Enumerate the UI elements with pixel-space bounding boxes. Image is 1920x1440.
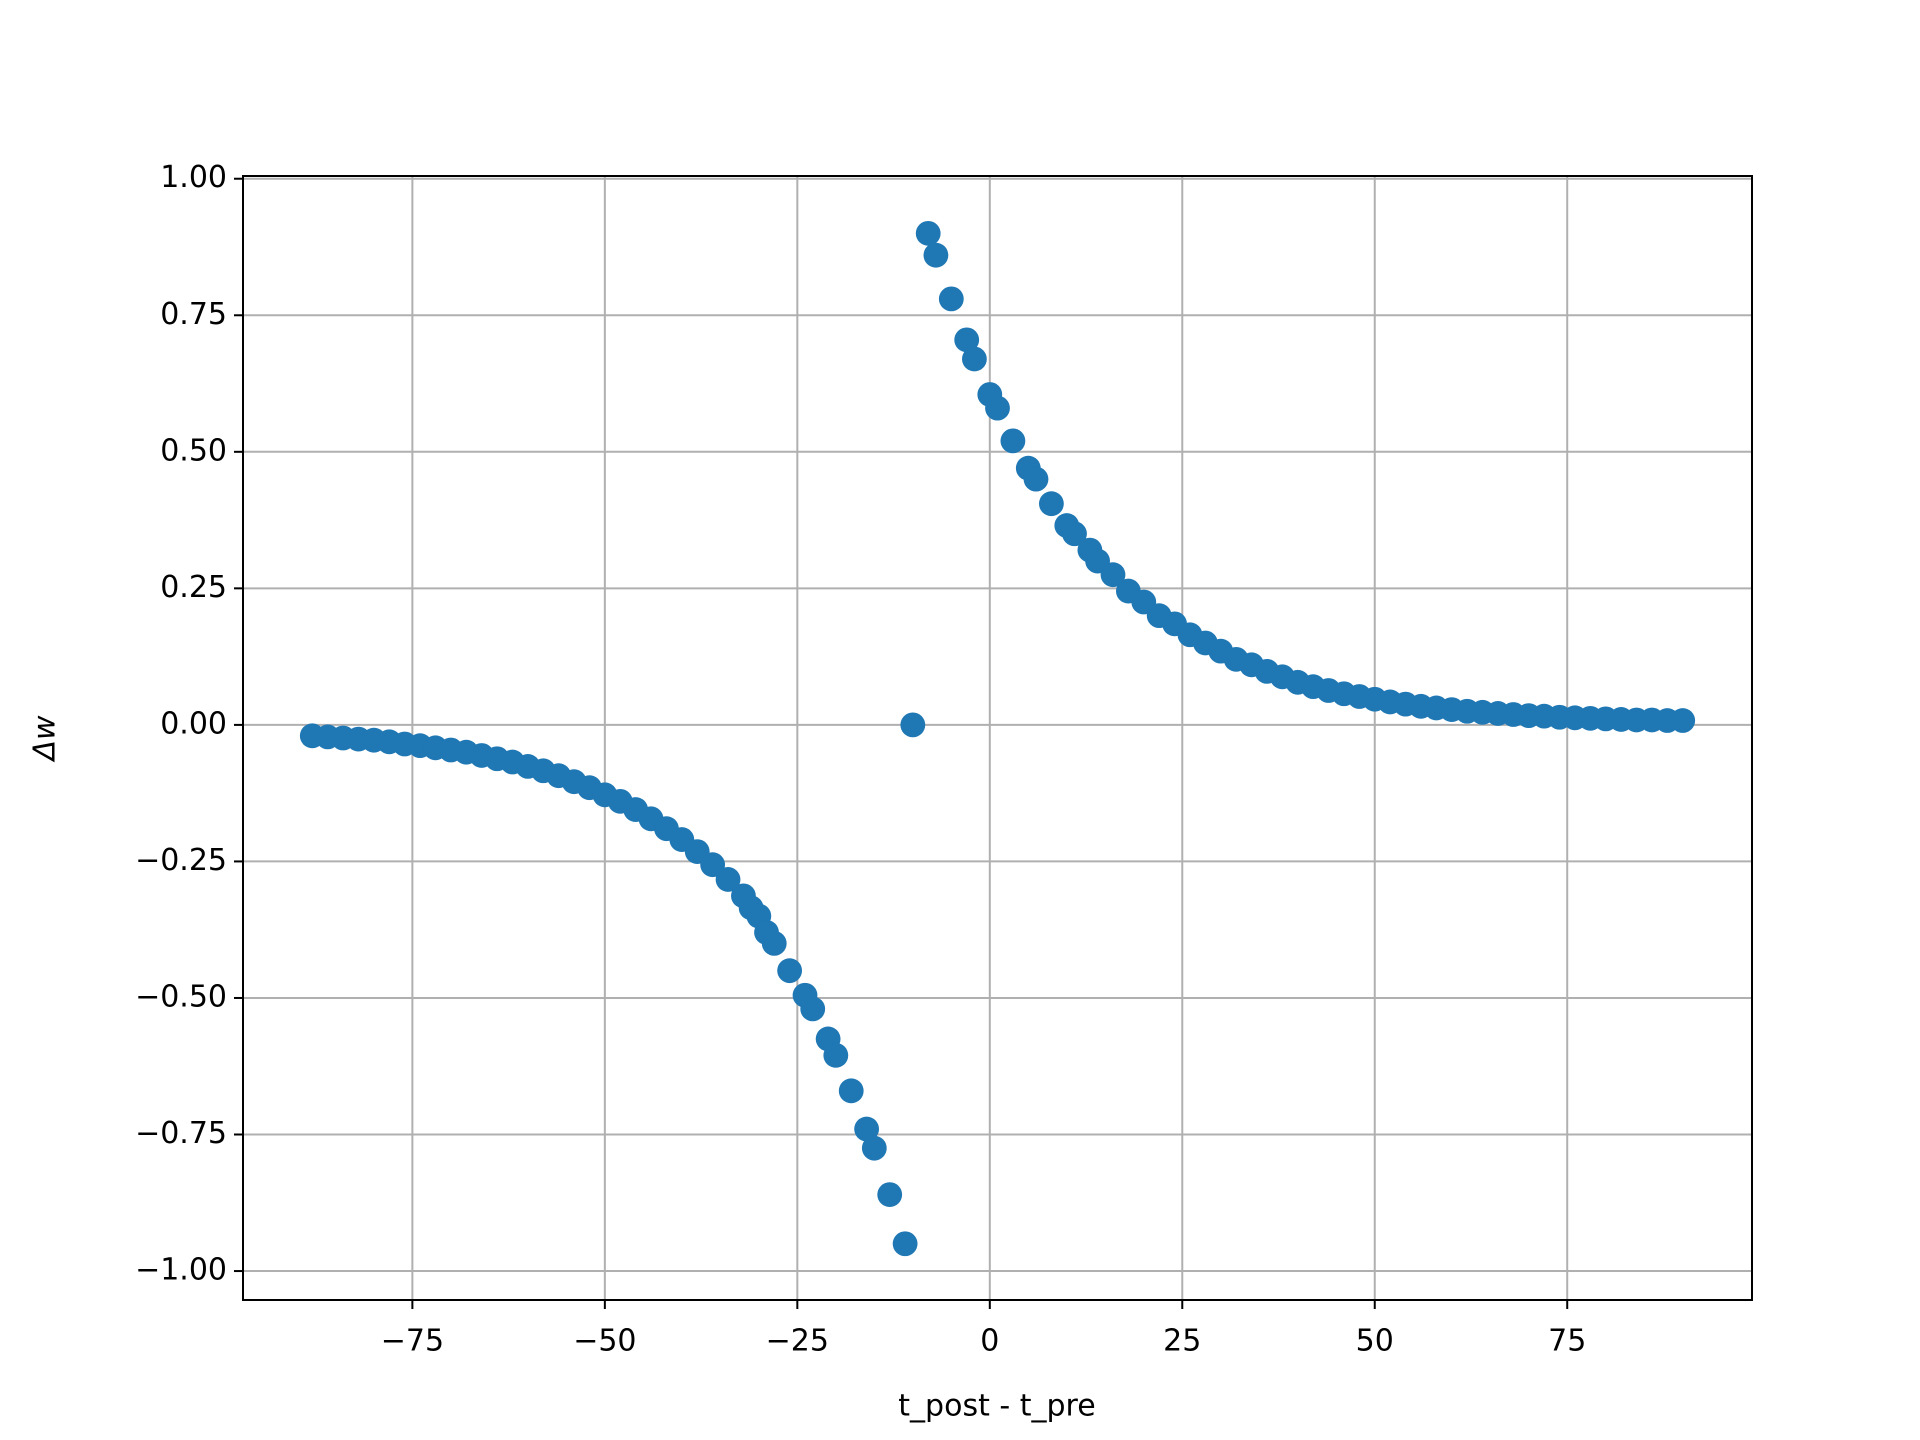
point xyxy=(892,1231,918,1257)
point xyxy=(838,1078,864,1104)
y-tick-label: −1.00 xyxy=(135,1253,227,1288)
y-tick-label: 1.00 xyxy=(160,160,227,195)
point xyxy=(777,958,803,984)
x-tick-label: −75 xyxy=(381,1324,444,1359)
x-tick-label: 25 xyxy=(1163,1324,1201,1359)
point xyxy=(954,327,980,353)
point xyxy=(915,220,941,246)
point xyxy=(985,395,1010,421)
point xyxy=(938,286,964,312)
y-tick-label: 0.75 xyxy=(160,297,227,332)
point xyxy=(1000,428,1026,454)
point xyxy=(962,346,987,372)
y-tick-label: 0.50 xyxy=(160,433,227,468)
x-tick-label: −25 xyxy=(766,1324,829,1359)
point xyxy=(923,242,949,268)
point xyxy=(1670,708,1696,733)
plot-frame xyxy=(242,175,1753,1301)
x-tick-label: −50 xyxy=(573,1324,636,1359)
y-tick-label: 0.25 xyxy=(160,570,227,605)
y-tick-label: −0.25 xyxy=(135,843,227,878)
point xyxy=(823,1042,849,1068)
point xyxy=(1038,491,1064,517)
point xyxy=(1023,466,1049,492)
point xyxy=(877,1182,903,1207)
point xyxy=(715,867,741,892)
point xyxy=(800,996,826,1022)
y-tick-label: −0.75 xyxy=(135,1116,227,1151)
point xyxy=(761,930,787,956)
x-tick-label: 0 xyxy=(980,1324,999,1359)
point xyxy=(1100,562,1126,588)
point xyxy=(861,1135,887,1161)
point xyxy=(700,852,726,878)
point xyxy=(1062,521,1087,547)
y-axis-label: Δw xyxy=(28,715,63,763)
x-axis-label: t_post - t_pre xyxy=(898,1389,1095,1424)
y-tick-label: −0.50 xyxy=(135,979,227,1014)
x-tick-label: 75 xyxy=(1548,1324,1586,1359)
point xyxy=(854,1116,880,1142)
x-tick-label: 50 xyxy=(1356,1324,1394,1359)
point xyxy=(900,712,926,738)
y-tick-label: 0.00 xyxy=(160,706,227,741)
